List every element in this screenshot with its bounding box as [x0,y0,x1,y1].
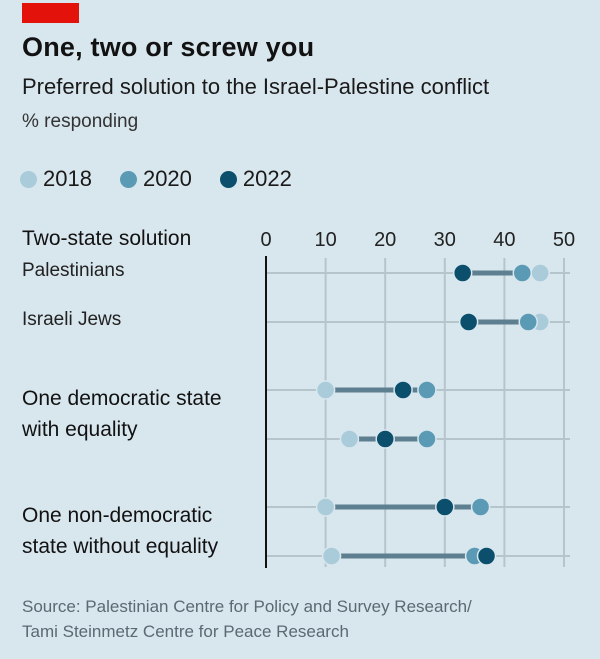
legend-label-2020: 2020 [142,166,192,191]
unit-label: % responding [22,111,139,132]
tick-label-x: 40 [493,229,515,251]
tick-label-x: 10 [314,229,336,251]
source-note: Source: Palestinian Centre for Policy an… [22,594,472,644]
legend-item-2022: 2022 [219,166,292,192]
section-label-line: One democratic state [22,387,222,410]
tick-label-x: 20 [374,229,396,251]
row-label-palestinians: Palestinians [22,260,125,281]
data-point-2018 [530,263,550,283]
data-point-2022 [375,429,395,449]
data-point-2018 [339,429,360,449]
data-point-2020 [518,312,538,332]
data-point-2018 [315,380,336,400]
data-point-2022 [393,380,413,400]
legend-swatch-2020 [119,170,137,188]
section-label-line: with equality [22,418,138,441]
data-point-2020 [417,380,437,400]
section-label-two-state: Two-state solution [22,223,191,254]
source-line: Tami Steinmetz Centre for Peace Research [22,622,349,641]
tick-label-x: 30 [434,229,456,251]
source-line: Source: Palestinian Centre for Policy an… [22,597,472,616]
data-point-2022 [458,312,479,332]
legend-label-2018: 2018 [43,166,92,191]
data-point-2018 [315,497,336,517]
data-point-2022 [435,497,455,517]
section-label-one-non-democratic: One non-democratic state without equalit… [22,500,218,562]
brand-red-bar [22,3,79,23]
tick-label-x: 50 [553,229,575,251]
section-label-line: One non-democratic [22,504,213,527]
data-point-2020 [417,429,437,449]
data-point-2018 [321,546,342,566]
data-point-2022 [476,546,497,566]
section-label-one-democratic: One democratic state with equality [22,383,222,445]
legend-item-2018: 2018 [20,166,92,192]
section-label-line: Two-state solution [22,227,192,250]
legend-swatch-2018 [20,170,37,188]
tick-label-x: 0 [260,229,271,251]
legend: 2018 2020 2022 [20,166,292,192]
legend-label-2022: 2022 [242,166,292,191]
chart-subtitle: Preferred solution to the Israel-Palesti… [22,74,490,99]
row-label-israeli-jews: Israeli Jews [22,309,122,330]
legend-item-2020: 2020 [119,166,192,192]
section-label-line: state without equality [22,535,219,558]
data-point-2020 [470,497,491,517]
legend-swatch-2022 [219,170,237,188]
chart-title: One, two or screw you [22,32,315,62]
data-point-2020 [512,263,533,283]
data-point-2022 [452,263,473,283]
